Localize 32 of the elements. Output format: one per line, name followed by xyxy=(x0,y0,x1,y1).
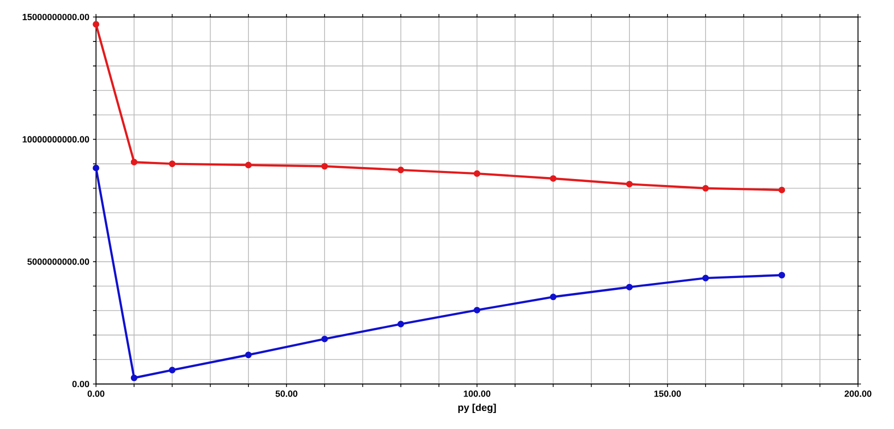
point xyxy=(778,186,786,194)
point xyxy=(778,272,786,278)
point xyxy=(398,166,404,174)
point xyxy=(168,366,176,374)
point xyxy=(474,306,480,314)
point xyxy=(92,164,100,172)
x-axis-title: py [deg] xyxy=(458,404,496,414)
point xyxy=(702,184,709,192)
point xyxy=(702,274,709,282)
point xyxy=(398,320,404,328)
point xyxy=(245,352,252,358)
x-tick-label: 200.00 xyxy=(844,390,872,397)
point xyxy=(474,170,480,177)
point xyxy=(550,175,556,182)
point xyxy=(321,162,328,170)
y-tick-label: 15000000000.00 xyxy=(22,14,90,20)
point xyxy=(550,294,556,300)
point xyxy=(130,374,138,382)
x-tick-label: 50.00 xyxy=(276,390,298,397)
x-tick-label: 150.00 xyxy=(654,390,681,397)
x-tick-label: 100.00 xyxy=(464,390,490,397)
point xyxy=(245,162,252,168)
x-tick-label: 0.00 xyxy=(88,390,104,397)
point xyxy=(626,180,633,188)
point xyxy=(626,284,633,290)
point xyxy=(92,21,100,28)
point xyxy=(168,160,176,168)
point xyxy=(130,158,138,166)
y-tick-label: 10000000000.00 xyxy=(22,136,90,143)
y-tick-label: 5000000000.00 xyxy=(27,258,90,265)
y-tick-label: 0.00 xyxy=(72,380,90,388)
point xyxy=(321,336,328,342)
